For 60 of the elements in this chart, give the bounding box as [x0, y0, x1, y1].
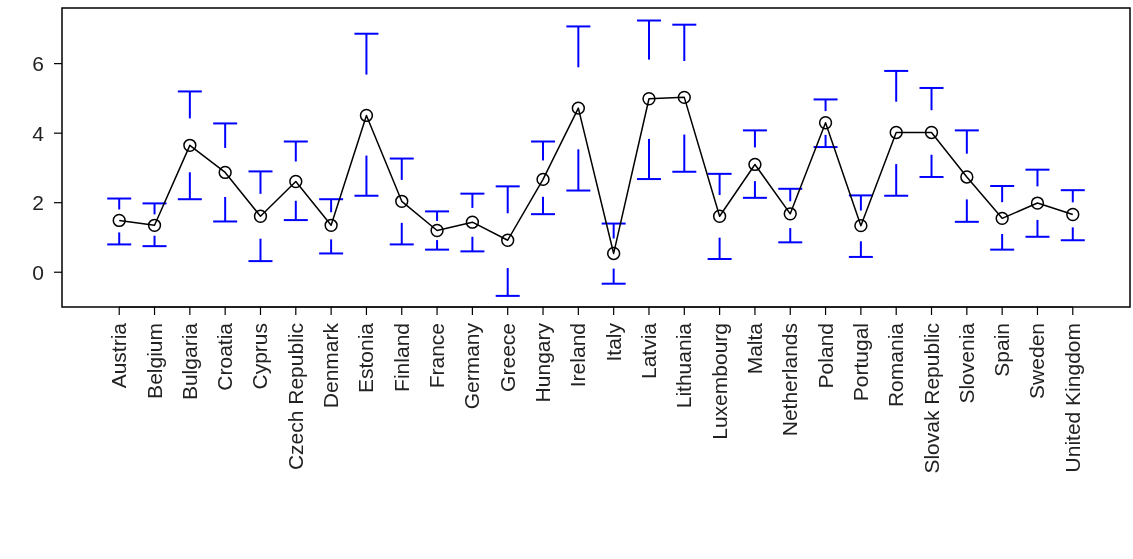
point: [924, 125, 939, 140]
point: [712, 209, 727, 223]
point: [1030, 196, 1045, 210]
x-tick-label: Lithuania: [672, 322, 696, 409]
x-tick-label: Greece: [495, 323, 519, 392]
x-tick-label: Slovenia: [954, 322, 978, 404]
point: [818, 116, 833, 130]
point: [289, 174, 303, 189]
point: [218, 165, 232, 180]
point: [606, 246, 621, 261]
y-tick-label: 4: [32, 121, 45, 145]
point: [430, 223, 444, 238]
point: [1066, 207, 1080, 222]
x-tick-label: Czech Republic: [283, 323, 307, 471]
point: [854, 218, 868, 233]
x-tick-label: United Kingdom: [1060, 323, 1084, 473]
point: [995, 211, 1009, 225]
point: [677, 90, 691, 105]
x-tick-label: Denmark: [319, 322, 343, 409]
x-tick-label: Croatia: [213, 322, 237, 391]
point: [465, 215, 480, 229]
x-tick-label: Poland: [813, 323, 837, 389]
x-tick-label: France: [425, 323, 449, 389]
point: [571, 101, 586, 115]
point: [324, 218, 338, 232]
point: [501, 233, 515, 247]
x-tick-label: Spain: [990, 323, 1014, 377]
x-tick-label: Latvia: [636, 322, 660, 380]
x-tick-label: Bulgaria: [177, 322, 201, 401]
x-tick-label: Belgium: [142, 323, 166, 399]
x-tick-label: Sweden: [1025, 323, 1049, 399]
point: [112, 213, 126, 228]
x-tick-label: Germany: [460, 322, 484, 410]
y-tick-label: 6: [32, 51, 44, 75]
point: [889, 125, 903, 140]
point: [183, 138, 197, 152]
x-tick-label: Slovak Republic: [919, 323, 943, 474]
x-tick-label: Netherlands: [778, 323, 802, 437]
point: [395, 194, 409, 208]
point: [359, 108, 374, 123]
x-tick-label: Luxembourg: [707, 323, 731, 440]
x-tick-label: Italy: [601, 322, 625, 362]
point: [147, 218, 162, 232]
x-tick-label: Romania: [884, 322, 908, 408]
x-tick-label: Portugal: [848, 323, 872, 402]
point: [642, 92, 656, 106]
x-tick-label: Estonia: [354, 322, 378, 394]
point: [536, 172, 550, 187]
x-tick-label: Finland: [389, 323, 413, 392]
x-tick-label: Malta: [742, 322, 766, 375]
point: [253, 209, 268, 223]
x-tick-label: Cyprus: [248, 323, 272, 390]
point: [748, 157, 762, 172]
point: [960, 170, 974, 184]
x-tick-label: Hungary: [531, 322, 555, 403]
x-tick-label: Ireland: [566, 323, 590, 388]
point: [783, 207, 797, 221]
x-tick-label: Austria: [107, 322, 131, 389]
y-tick-label: 0: [32, 260, 44, 284]
y-tick-label: 2: [32, 191, 44, 215]
